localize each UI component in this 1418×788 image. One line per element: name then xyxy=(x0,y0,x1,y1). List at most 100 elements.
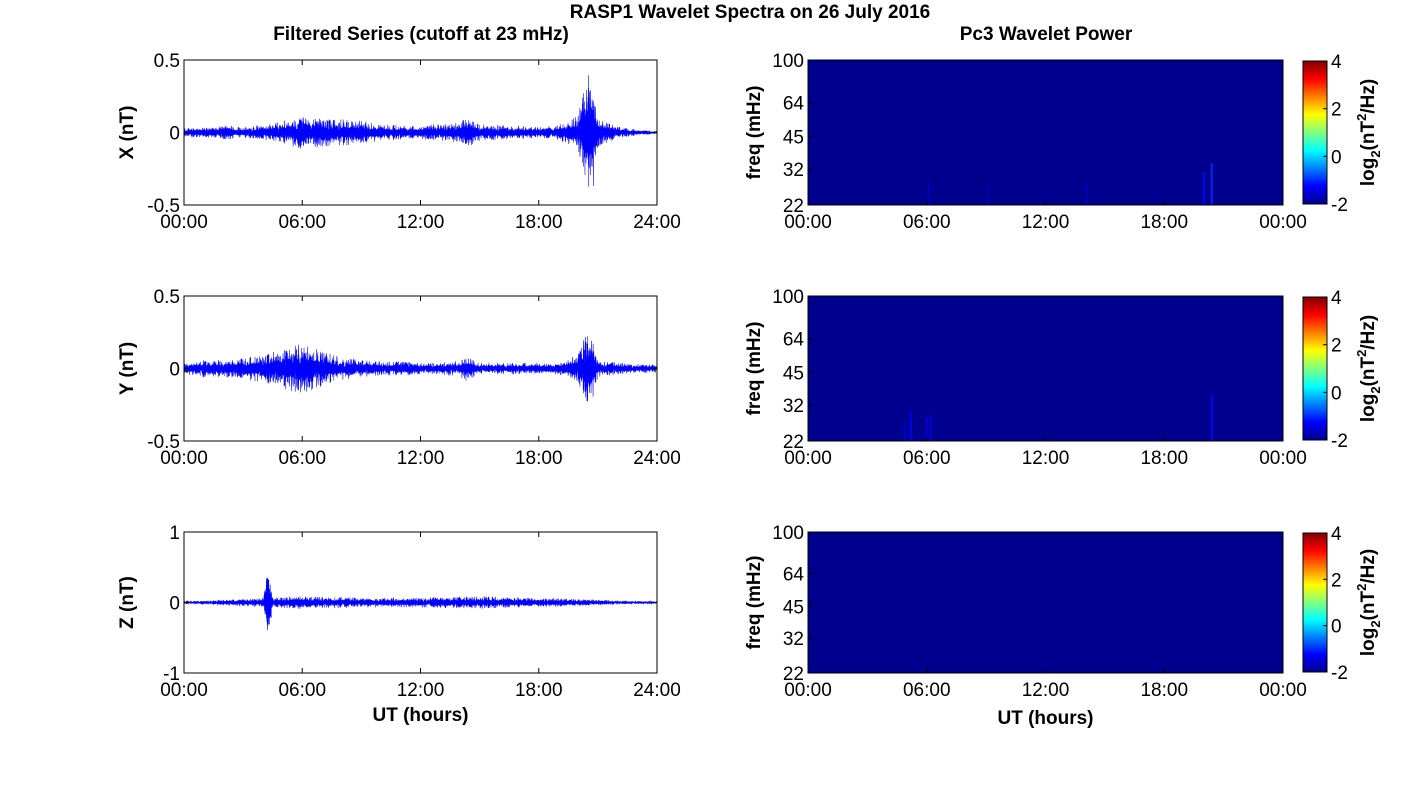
power-background xyxy=(808,296,1283,441)
x-series-panel: 0.5 0 -0.500:00 06:00 12:00 18:00 24:00 X (nT) xyxy=(117,51,681,233)
x-tick-label: 00:00 xyxy=(1259,212,1307,233)
x-tick-label: 12:00 xyxy=(1022,680,1070,701)
y-tick-label: -0.5 xyxy=(147,432,180,453)
y-tick-label: 32 xyxy=(783,629,804,650)
y-tick-label: 0 xyxy=(169,360,180,381)
colorbar xyxy=(1302,60,1328,205)
x-tick-label: 24:00 xyxy=(633,680,681,701)
y-axis-label: freq (mHz) xyxy=(744,556,765,650)
y-tick-label: 45 xyxy=(783,363,804,384)
chart-panels: 0.50-0.500:00 06:00 12:00 18:00 24:00X (nT)0… xyxy=(117,51,1383,729)
y-tick-label: 0.5 xyxy=(154,287,180,308)
colorbar-label: log2(nT2/Hz) xyxy=(1354,315,1383,422)
x-tick-label: 12:00 xyxy=(1022,448,1070,469)
colorbar-tick-label: -2 xyxy=(1331,663,1348,684)
y-tick-label: 32 xyxy=(783,160,804,181)
x-tick-label: 24:00 xyxy=(633,212,681,233)
x-tick-label: 12:00 xyxy=(397,680,445,701)
power-background xyxy=(808,532,1283,673)
x-tick-label: 00:00 xyxy=(784,448,832,469)
colorbar-label-close: /Hz) xyxy=(1358,315,1379,350)
y-tick-label: 32 xyxy=(783,396,804,417)
colorbar-tick-label: 0 xyxy=(1331,617,1342,638)
power-event xyxy=(925,417,928,441)
colorbar-tick-label: 0 xyxy=(1331,383,1342,404)
y-tick-label: 1 xyxy=(169,523,180,544)
right-column-title: Pc3 Wavelet Power xyxy=(960,24,1133,45)
x-tick-label: 18:00 xyxy=(1140,212,1188,233)
figure-title: RASP1 Wavelet Spectra on 26 July 2016 xyxy=(570,2,930,23)
colorbar-tick-label: 2 xyxy=(1331,100,1342,121)
x-tick-label: 00:00 xyxy=(784,680,832,701)
power-event xyxy=(1202,172,1205,205)
series-line xyxy=(183,75,658,187)
power-event xyxy=(929,414,932,441)
colorbar-label-close: /Hz) xyxy=(1358,79,1379,114)
y-tick-label: 64 xyxy=(783,330,805,351)
x-tick-label: 12:00 xyxy=(397,448,445,469)
y-tick-label: -0.5 xyxy=(147,196,180,217)
left-column-title: Filtered Series (cutoff at 23 mHz) xyxy=(273,24,569,45)
colorbar-label-main: log xyxy=(1358,158,1379,187)
power-event xyxy=(987,185,990,205)
x-tick-label: 06:00 xyxy=(903,680,951,701)
x-axis-label: UT (hours) xyxy=(997,708,1093,729)
y-tick-label: 100 xyxy=(772,523,804,544)
colorbar-tick-label: 4 xyxy=(1331,52,1342,73)
colorbar-tick-label: -2 xyxy=(1331,195,1348,216)
power-event xyxy=(1210,163,1213,205)
y-tick-label: 100 xyxy=(772,287,804,308)
y-axis-label: Z (nT) xyxy=(117,576,138,629)
x-tick-label: 00:00 xyxy=(1259,448,1307,469)
z-series-panel: 1 0 -100:00 06:00 12:00 18:00 24:00 Z (nT) UT (h… xyxy=(117,523,681,726)
colorbar-tick-label: 2 xyxy=(1331,570,1342,591)
y-tick-label: 64 xyxy=(783,94,805,115)
colorbar-tick-label: 4 xyxy=(1331,288,1342,309)
colorbar-label-sup: 2 xyxy=(1354,114,1369,121)
colorbar-tick-label: -2 xyxy=(1331,431,1348,452)
y-tick-label: -1 xyxy=(163,664,180,685)
x-tick-label: 12:00 xyxy=(1022,212,1070,233)
colorbar xyxy=(1302,532,1328,673)
x-tick-label: 18:00 xyxy=(515,448,563,469)
x-tick-label: 06:00 xyxy=(903,448,951,469)
x-tick-label: 00:00 xyxy=(784,212,832,233)
x-tick-label: 00:00 xyxy=(160,212,208,233)
power-event xyxy=(909,411,912,441)
x-tick-label: 18:00 xyxy=(1140,680,1188,701)
x-tick-label: 00:00 xyxy=(160,680,208,701)
x-tick-label: 06:00 xyxy=(278,212,326,233)
colorbar-label-open: (nT xyxy=(1358,591,1379,621)
y-tick-label: 45 xyxy=(783,597,804,618)
x-tick-label: 06:00 xyxy=(903,212,951,233)
y-tick-label: 0 xyxy=(169,124,180,145)
series-line xyxy=(183,336,658,402)
y-tick-label: 0.5 xyxy=(154,51,180,72)
colorbar-label-main: log xyxy=(1358,394,1379,423)
colorbar-tick-label: 0 xyxy=(1331,147,1342,168)
y-series-panel: 0.5 0 -0.500:00 06:00 12:00 18:00 24:00 Y (nT) xyxy=(117,287,681,469)
y-tick-label: 45 xyxy=(783,127,804,148)
y-tick-label: 64 xyxy=(783,565,805,586)
colorbar-label-sub: 2 xyxy=(1368,620,1383,627)
colorbar-label-main: log xyxy=(1358,628,1379,657)
x-tick-label: 00:00 xyxy=(1259,680,1307,701)
y-tick-label: 0 xyxy=(169,594,180,615)
colorbar-tick-label: 2 xyxy=(1331,336,1342,357)
y-tick-label: 22 xyxy=(783,432,804,453)
y-axis-label: freq (mHz) xyxy=(744,86,765,180)
power-event xyxy=(903,421,906,441)
x-axis-label: UT (hours) xyxy=(372,705,468,726)
series-line xyxy=(183,577,658,631)
y-axis-label: Y (nT) xyxy=(117,342,138,395)
x-tick-label: 00:00 xyxy=(160,448,208,469)
power-event xyxy=(927,181,930,205)
colorbar-label-close: /Hz) xyxy=(1358,549,1379,584)
colorbar-label-sup: 2 xyxy=(1354,350,1369,357)
x-tick-label: 18:00 xyxy=(515,212,563,233)
y-axis-label: freq (mHz) xyxy=(744,322,765,416)
colorbar-label-open: (nT xyxy=(1358,121,1379,151)
z-power-panel: 100 64 45 32 2 2 00:00 06:00 12:00 18:00 00:00 freq… xyxy=(744,523,1383,729)
